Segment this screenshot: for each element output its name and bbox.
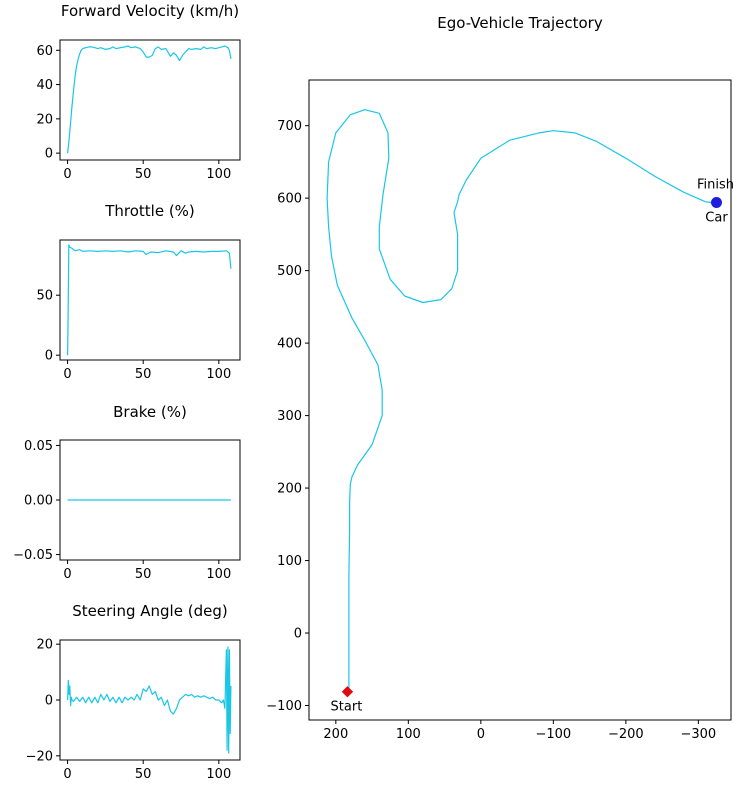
velocity-ytick-label: 20 — [36, 112, 53, 127]
finish-label: Finish — [697, 177, 734, 192]
steering-title: Steering Angle (deg) — [72, 602, 227, 620]
trajectory-xtick-label: −200 — [608, 727, 644, 742]
trajectory-ytick-label: 700 — [277, 119, 302, 134]
trajectory-ytick-label: 500 — [277, 264, 302, 279]
velocity-xtick-label: 100 — [206, 167, 231, 182]
trajectory-chart: 200 100 0 −100 −200 −300 700 600 500 400 300 200 100… — [266, 79, 732, 742]
trajectory-ytick-label: 100 — [277, 554, 302, 569]
trajectory-ytick-label: 600 — [277, 192, 302, 207]
brake-ytick-label: 0.00 — [24, 494, 53, 509]
trajectory-xtick-label: 200 — [323, 727, 348, 742]
velocity-ytick-label: 60 — [36, 44, 53, 59]
brake-title: Brake (%) — [113, 403, 187, 421]
velocity-title: Forward Velocity (km/h) — [61, 2, 239, 20]
trajectory-series-line — [326, 109, 717, 691]
car-label: Car — [705, 210, 728, 225]
velocity-xtick-label: 0 — [63, 167, 71, 182]
steering-ytick-label: 0 — [45, 694, 53, 709]
trajectory-ytick-label: 0 — [294, 627, 302, 642]
throttle-series-line — [67, 244, 232, 356]
throttle-ytick-label: 0 — [45, 349, 53, 364]
velocity-ytick-label: 0 — [45, 147, 53, 162]
steering-series-line — [67, 646, 232, 754]
velocity-axes-frame — [59, 39, 241, 161]
trajectory-xtick-label: 100 — [396, 727, 421, 742]
throttle-xtick-label: 50 — [135, 367, 152, 382]
throttle-axes-frame — [59, 239, 241, 361]
steering-xtick-label: 0 — [63, 767, 71, 782]
trajectory-axes-frame — [308, 79, 732, 721]
throttle-ytick-label: 50 — [36, 289, 53, 304]
brake-ytick-label: −0.05 — [13, 548, 53, 563]
steering-ytick-label: 20 — [36, 638, 53, 653]
brake-xtick-label: 100 — [206, 567, 231, 582]
velocity-xtick-label: 50 — [135, 167, 152, 182]
car-marker — [710, 196, 722, 208]
brake-xtick-label: 0 — [63, 567, 71, 582]
start-marker — [341, 686, 354, 698]
steering-xtick-label: 50 — [135, 767, 152, 782]
trajectory-xtick-label: −100 — [535, 727, 571, 742]
steering-chart: 0 50 100 20 0 −20 — [26, 638, 241, 782]
brake-ytick-label: 0.05 — [24, 439, 53, 454]
trajectory-ytick-label: −100 — [266, 699, 302, 714]
throttle-chart: 0 50 100 0 50 — [36, 239, 241, 382]
steering-ytick-label: −20 — [26, 749, 53, 764]
steering-xtick-label: 100 — [206, 767, 231, 782]
brake-xtick-label: 50 — [135, 567, 152, 582]
trajectory-title: Ego-Vehicle Trajectory — [437, 14, 603, 32]
trajectory-xtick-label: −300 — [681, 727, 717, 742]
trajectory-xtick-label: 0 — [477, 727, 485, 742]
trajectory-ytick-label: 300 — [277, 409, 302, 424]
trajectory-ytick-label: 200 — [277, 482, 302, 497]
throttle-xtick-label: 0 — [63, 367, 71, 382]
throttle-xtick-label: 100 — [206, 367, 231, 382]
brake-chart: 0 50 100 0.05 0.00 −0.05 — [13, 439, 241, 582]
velocity-chart: 0 50 100 0 20 40 60 — [36, 39, 241, 182]
trajectory-ytick-label: 400 — [277, 337, 302, 352]
throttle-title: Throttle (%) — [104, 202, 195, 220]
start-label: Start — [331, 700, 363, 715]
velocity-series-line — [67, 45, 232, 154]
velocity-ytick-label: 40 — [36, 78, 53, 93]
